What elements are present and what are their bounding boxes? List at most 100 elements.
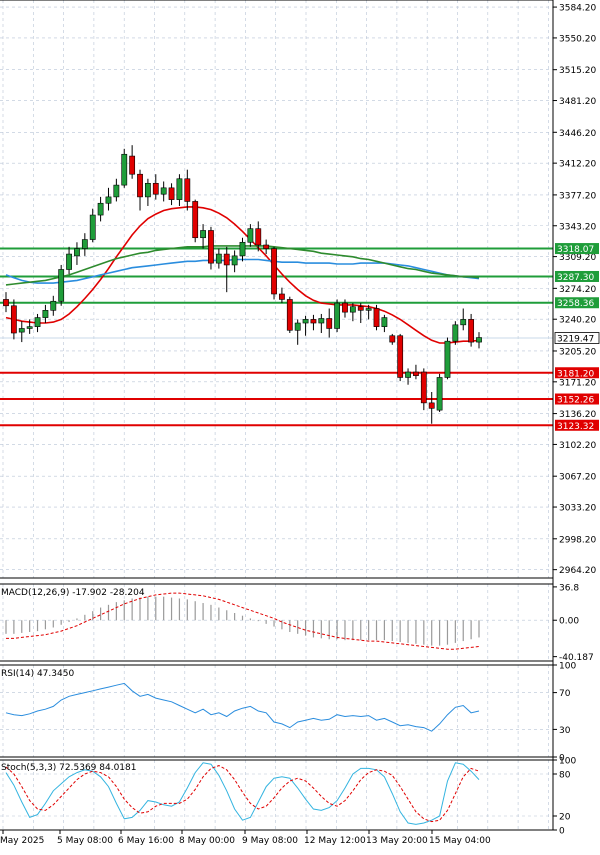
rsi-line	[5, 682, 480, 732]
candle-body	[168, 187, 175, 200]
candle-body	[436, 377, 443, 411]
candles-layer	[3, 145, 482, 424]
candle-body	[452, 324, 459, 342]
price-axis-label: 3171.20	[559, 378, 596, 388]
indicators-layer	[5, 592, 480, 825]
level-label-box	[555, 367, 599, 379]
candle-body	[10, 305, 17, 334]
rsi-title: RSI(14) 47.3450	[1, 669, 74, 679]
price-axis-label: 3377.20	[559, 191, 596, 201]
time-axis-label: 8 May 00:00	[179, 836, 235, 846]
price-axis-label: 3446.20	[559, 129, 596, 139]
candle-body	[310, 319, 317, 324]
current-price-label-box	[554, 332, 600, 344]
level-label: 3181.20	[557, 369, 594, 379]
candle-body	[286, 299, 293, 331]
rsi-axis-label: 100	[559, 662, 576, 672]
candle-body	[342, 302, 348, 313]
candle-body	[460, 319, 467, 326]
candle-body	[50, 300, 57, 311]
candle-body	[97, 202, 104, 216]
candle-body	[81, 239, 88, 249]
price-axis-label: 2998.20	[559, 535, 596, 545]
candle-body	[160, 187, 167, 195]
candle-body	[18, 328, 25, 333]
candle-body	[176, 178, 183, 200]
candle-body	[405, 371, 411, 378]
candle-body	[381, 317, 388, 327]
candle-body	[137, 173, 143, 198]
stoch-signal-line	[5, 765, 480, 823]
level-label-box	[555, 297, 599, 309]
candle-body	[428, 402, 435, 409]
stoch-axis-label: 20	[559, 813, 571, 823]
rsi-axis-label: 30	[559, 726, 571, 736]
candle-body	[34, 317, 41, 327]
price-axis-label: 3102.20	[559, 441, 596, 451]
candle-body	[255, 228, 262, 246]
candle-body	[113, 184, 120, 198]
candle-body	[294, 322, 301, 331]
candle-body	[105, 196, 112, 204]
stoch-axis-label: 0	[559, 827, 565, 837]
price-axis-label: 3033.20	[559, 504, 596, 514]
level-label: 3123.32	[557, 422, 594, 432]
candle-body	[413, 371, 419, 376]
candle-body	[145, 182, 151, 198]
time-axis-label: 5 May 08:00	[57, 836, 113, 846]
candle-body	[389, 335, 396, 343]
candle-body	[215, 253, 222, 264]
macd-title: MACD(12,26,9) -17.902 -28.204	[1, 588, 145, 598]
time-axis-label: 12 May 12:00	[304, 836, 366, 846]
level-label-box	[555, 243, 599, 255]
candle-body	[279, 293, 285, 300]
time-axis-label: 6 May 16:00	[118, 836, 174, 846]
level-label-box	[555, 270, 599, 282]
time-axis-label: 15 May 04:00	[429, 836, 491, 846]
candle-body	[263, 244, 270, 249]
price-axis-label: 3309.20	[559, 253, 596, 263]
level-label: 3258.36	[557, 299, 594, 309]
labels-layer: 3318.07 3287.30 3258.36 3181.20 3152.26 3123.…	[1, 243, 600, 773]
price-axis-label: 3205.20	[559, 347, 596, 357]
moving-average-ma_fast	[5, 206, 480, 344]
candle-body	[74, 248, 80, 257]
candle-body	[357, 306, 364, 311]
level-label-box	[555, 419, 599, 431]
candle-body	[302, 319, 309, 324]
candle-body	[444, 340, 451, 378]
candle-body	[373, 308, 380, 327]
level-label: 3318.07	[557, 245, 594, 255]
candle-body	[184, 178, 191, 202]
candle-body	[326, 318, 333, 329]
rsi-axis-label: 0	[559, 754, 565, 764]
candle-body	[42, 310, 49, 318]
price-axis-label: 3412.20	[559, 160, 596, 170]
candle-body	[89, 214, 96, 240]
grid-layer	[0, 0, 553, 830]
price-axis-label: 2964.20	[559, 566, 596, 576]
price-axis-label: 3584.20	[559, 4, 596, 14]
candle-body	[318, 318, 325, 324]
price-axis-label: 3550.20	[559, 34, 596, 44]
macd-axis-label: 0.00	[559, 617, 579, 627]
price-axis-label: 3481.20	[559, 97, 596, 107]
price-axis-label: 3343.20	[559, 222, 596, 232]
price-axis-label: 3274.20	[559, 285, 596, 295]
time-axis-label: 13 May 20:00	[366, 836, 428, 846]
candle-body	[208, 230, 214, 264]
candle-body	[192, 201, 199, 239]
level-label: 3287.30	[557, 273, 594, 283]
price-axis-label: 3240.20	[559, 316, 596, 326]
level-label-box	[555, 393, 599, 405]
price-axis-label: 3067.20	[559, 473, 596, 483]
candle-body	[271, 248, 277, 295]
candle-body	[200, 230, 206, 239]
candle-body	[334, 302, 340, 329]
candle-body	[129, 155, 136, 175]
stoch-axis-label: 80	[559, 771, 571, 781]
time-axis-label: 9 May 08:00	[242, 836, 298, 846]
candle-body	[239, 241, 246, 257]
